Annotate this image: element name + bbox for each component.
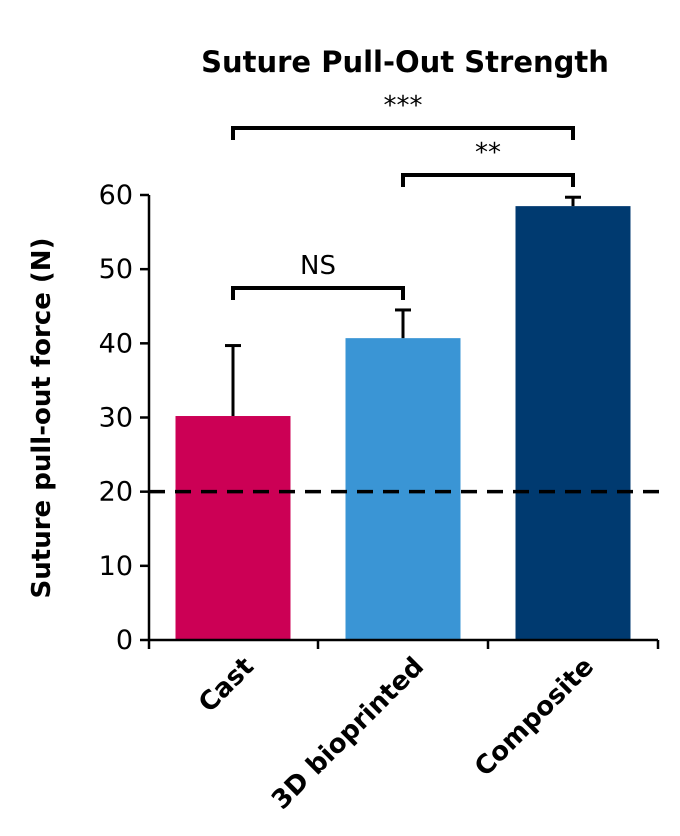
y-tick-label-1: 10 (99, 551, 133, 582)
y-axis-label: Suture pull-out force (N) (27, 238, 57, 599)
significance-label-2: *** (384, 91, 423, 121)
axes-layer: 0 10 20 30 40 50 60 (99, 180, 660, 656)
chart-title: Suture Pull-Out Strength (201, 45, 609, 79)
x-tick-label-2: Composite (469, 652, 600, 783)
x-tick-label-1: 3D bioprinted (266, 652, 430, 816)
significance-label-1: ** (475, 138, 501, 168)
y-tick-label-4: 40 (99, 328, 133, 359)
y-tick-label-0: 0 (116, 625, 133, 656)
bars-layer (175, 206, 631, 640)
bar-1 (345, 338, 461, 640)
x-tick-label-0: Cast (193, 652, 260, 719)
error-bars-layer (225, 195, 581, 417)
significance-layer: NS***** (231, 91, 575, 300)
significance-label-0: NS (300, 251, 336, 281)
y-tick-label-5: 50 (99, 254, 133, 285)
x-tick-labels-layer: Cast 3D bioprinted Composite (193, 652, 600, 816)
significance-bracket-0 (231, 286, 405, 300)
significance-bracket-2 (231, 126, 575, 140)
significance-bracket-1 (401, 173, 575, 187)
y-tick-label-2: 20 (99, 477, 133, 508)
y-tick-label-3: 30 (99, 403, 133, 434)
y-tick-label-6: 60 (99, 180, 133, 211)
bar-2 (515, 206, 631, 640)
bar-0 (175, 416, 291, 640)
